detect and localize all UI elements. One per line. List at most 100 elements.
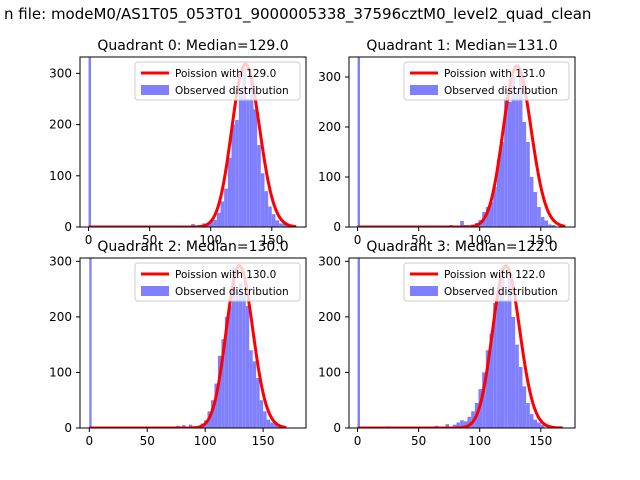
legend-hist-label: Observed distribution	[444, 85, 558, 97]
hist-bar	[515, 92, 519, 227]
y-tick-label: 100	[318, 170, 341, 184]
hist-bar	[231, 124, 236, 227]
legend-hist-swatch	[410, 286, 438, 296]
hist-bar	[235, 119, 239, 227]
hist-bar	[496, 159, 501, 227]
hist-bar	[507, 102, 512, 227]
y-tick-label: 0	[333, 220, 341, 234]
y-tick-label: 100	[49, 169, 72, 183]
y-tick-label: 100	[49, 365, 72, 379]
legend-hist-swatch	[410, 85, 438, 95]
hist-bar	[460, 420, 464, 428]
y-tick-label: 300	[49, 254, 72, 268]
hist-bar	[89, 258, 92, 428]
hist-bar	[271, 214, 276, 227]
x-tick-label: 0	[354, 434, 362, 448]
hist-bar	[500, 278, 505, 428]
hist-bar	[548, 224, 552, 227]
hist-bar	[268, 206, 272, 227]
panel-title: Quadrant 1: Median=131.0	[366, 38, 557, 54]
hist-bar	[252, 361, 257, 428]
hist-bar	[228, 305, 232, 428]
hist-bar	[529, 414, 534, 428]
hist-bar	[533, 419, 538, 428]
hist-bar	[214, 383, 218, 428]
legend-fit-label: Poission with 129.0	[175, 68, 276, 80]
y-tick-label: 200	[49, 118, 72, 132]
hist-bar	[246, 98, 250, 227]
x-tick-label: 100	[194, 434, 217, 448]
y-tick-label: 300	[318, 70, 341, 84]
hist-bar	[518, 77, 523, 227]
hist-bar	[493, 303, 497, 428]
hist-bar	[188, 424, 193, 428]
hist-bar	[279, 223, 283, 227]
hist-bar	[238, 93, 243, 227]
hist-bar	[224, 188, 228, 227]
hist-bar	[445, 424, 450, 428]
hist-bar	[482, 372, 486, 428]
x-tick-label: 100	[468, 233, 491, 247]
axes-frame	[348, 257, 576, 429]
hist-bar	[275, 220, 280, 227]
hist-bar	[259, 400, 264, 428]
hist-bar	[529, 177, 534, 227]
legend-box	[403, 262, 570, 302]
hist-bar	[209, 221, 214, 227]
hist-bar	[227, 157, 232, 227]
legend-box	[403, 61, 570, 101]
hist-bar	[493, 187, 497, 227]
hist-bar	[504, 97, 508, 227]
hist-bar	[264, 191, 269, 227]
hist-bar	[537, 207, 541, 227]
hist-bar	[551, 225, 556, 227]
hist-bar	[224, 316, 229, 428]
legend-fit-label: Poission with 122.0	[444, 269, 545, 281]
hist-bar	[533, 192, 538, 227]
y-tick-label: 200	[318, 310, 341, 324]
panels: 0 50 100 150 0 100 200 300 Quadrant 0: Median=12…	[49, 38, 576, 448]
x-tick-label: 0	[85, 233, 93, 247]
hist-bar	[500, 142, 505, 227]
hist-bar	[537, 422, 541, 428]
panel-3: 0 50 100 150 0 100 200 300 Quadrant 3: Median=12…	[318, 239, 576, 448]
panel-title: Quadrant 2: Median=130.0	[97, 239, 288, 255]
figure-title: n file: modeM0/AS1T05_053T01_9000005338_…	[4, 5, 591, 24]
hist-bar	[515, 344, 519, 428]
x-tick-label: 150	[529, 233, 552, 247]
legend: Poission with 122.0 Observed distribution	[403, 262, 570, 302]
legend-hist-swatch	[141, 85, 169, 95]
plot-area	[357, 258, 564, 428]
hist-bar	[489, 333, 494, 428]
hist-bar	[463, 421, 468, 428]
hist-bar	[242, 68, 247, 227]
hist-bar	[220, 201, 225, 227]
hist-bar	[245, 305, 250, 428]
hist-bar	[522, 386, 527, 428]
panel-1: 0 50 100 150 0 100 200 300 Quadrant 1: Median=13…	[318, 38, 576, 247]
hist-bar	[231, 266, 236, 428]
legend-fit-label: Poission with 130.0	[175, 269, 276, 281]
y-tick-label: 100	[318, 365, 341, 379]
legend-box	[134, 61, 301, 101]
legend-hist-label: Observed distribution	[175, 286, 289, 298]
y-tick-label: 0	[64, 220, 72, 234]
hist-bar	[213, 219, 217, 227]
hist-bar	[544, 220, 549, 227]
hist-bar	[88, 57, 91, 227]
legend-hist-label: Observed distribution	[444, 286, 558, 298]
hist-bar	[467, 416, 472, 428]
y-tick-label: 200	[318, 120, 341, 134]
hist-bar	[357, 57, 360, 227]
hist-bar	[217, 355, 222, 428]
axes-frame	[79, 257, 307, 429]
hist-bar	[210, 400, 215, 428]
legend: Poission with 131.0 Observed distribution	[403, 61, 570, 101]
hist-bar	[511, 316, 516, 428]
hist-bar	[256, 378, 260, 428]
y-tick-label: 0	[333, 421, 341, 435]
panel-title: Quadrant 0: Median=129.0	[97, 38, 288, 54]
hist-bar	[221, 339, 225, 428]
hist-bar	[496, 289, 501, 428]
axes-frame	[348, 56, 576, 228]
